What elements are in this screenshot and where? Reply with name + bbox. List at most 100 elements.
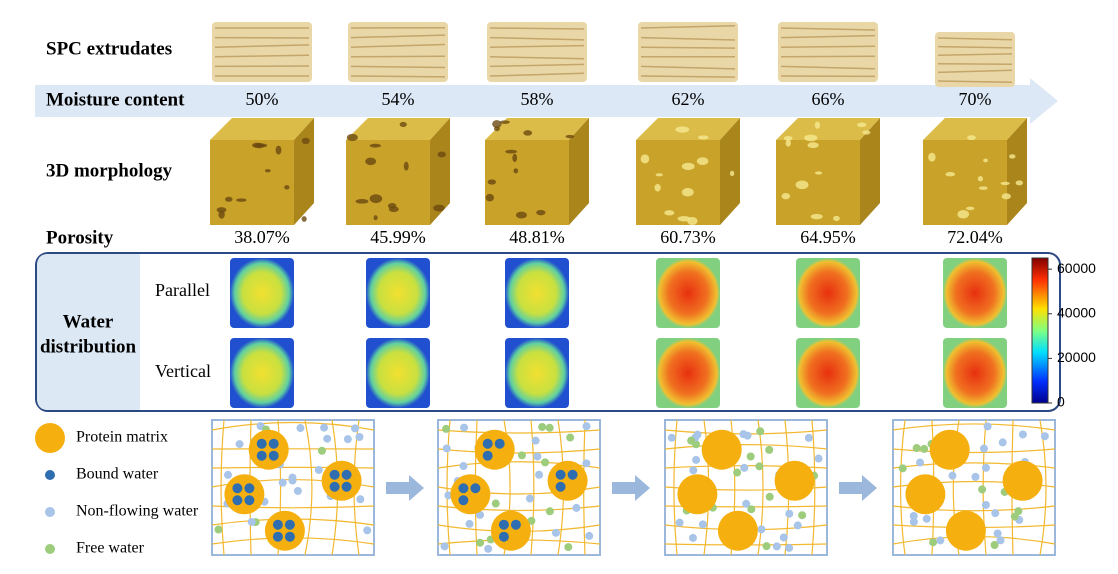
extrudate-fiber bbox=[489, 44, 585, 48]
water-map bbox=[366, 258, 430, 328]
water-dot bbox=[983, 422, 992, 431]
cube-pore bbox=[983, 158, 989, 163]
water-dot bbox=[948, 471, 957, 480]
colorbar-label: 20000 bbox=[1057, 349, 1096, 365]
flow-arrow bbox=[386, 475, 424, 501]
legend-label: Bound water bbox=[76, 466, 159, 483]
cube-pore bbox=[804, 134, 818, 142]
cube-front bbox=[636, 140, 720, 225]
cube-pore bbox=[485, 193, 495, 202]
bound-water bbox=[329, 481, 340, 492]
porosity-value: 45.99% bbox=[370, 227, 426, 247]
cube-pore bbox=[373, 215, 378, 221]
cube-pore bbox=[655, 173, 663, 177]
colorbar-label: 60000 bbox=[1057, 260, 1096, 276]
water-dot bbox=[1040, 432, 1049, 441]
water-dot bbox=[585, 531, 594, 540]
water-dot bbox=[314, 465, 323, 474]
water-dot bbox=[538, 422, 547, 431]
water-dot bbox=[582, 422, 591, 431]
cube-pore bbox=[1009, 154, 1016, 159]
water-dot bbox=[688, 533, 697, 542]
cube-side bbox=[294, 118, 314, 225]
cube-pore bbox=[795, 180, 809, 190]
bound-water bbox=[567, 469, 578, 480]
water-dot bbox=[533, 452, 542, 461]
water-map bbox=[796, 338, 860, 408]
colorbar-label: 40000 bbox=[1057, 304, 1096, 320]
water-dot bbox=[979, 444, 988, 453]
bound-water bbox=[272, 531, 283, 542]
water-dot bbox=[991, 509, 1000, 518]
extrudate-fiber bbox=[780, 45, 876, 48]
extrudate-fiber bbox=[937, 53, 1013, 56]
cube-top bbox=[776, 118, 880, 140]
extrudate-fiber bbox=[350, 34, 446, 39]
water-dot bbox=[804, 433, 813, 442]
water-dot bbox=[296, 424, 305, 433]
extrudate-fiber bbox=[489, 27, 585, 30]
water-dot bbox=[582, 459, 591, 468]
water-dot bbox=[551, 528, 560, 537]
water-dot bbox=[785, 509, 794, 518]
water-dot bbox=[224, 470, 233, 479]
cube-pore bbox=[965, 206, 975, 211]
water-dot bbox=[459, 462, 468, 471]
matrix-fiber bbox=[530, 419, 535, 556]
water-title: distribution bbox=[40, 336, 137, 357]
water-dot bbox=[747, 505, 756, 514]
water-dot bbox=[442, 424, 451, 433]
cube-pore bbox=[236, 198, 247, 202]
extrudate bbox=[487, 22, 587, 82]
water-dot bbox=[936, 536, 945, 545]
orientation-label: Parallel bbox=[155, 280, 210, 300]
cube-pore bbox=[492, 120, 502, 129]
cube-pore bbox=[216, 207, 227, 213]
extrudate bbox=[778, 22, 878, 82]
cube-pore bbox=[1000, 181, 1010, 186]
cube-pore bbox=[346, 133, 358, 142]
water-map bbox=[505, 258, 569, 328]
cube-pore bbox=[1015, 180, 1023, 186]
cube-pore bbox=[807, 142, 819, 149]
bound-water bbox=[272, 519, 283, 530]
cube-pore bbox=[729, 170, 735, 177]
water-dot bbox=[746, 452, 755, 461]
water-map bbox=[943, 258, 1007, 328]
extrudate bbox=[638, 22, 738, 82]
cube-front bbox=[485, 140, 569, 225]
water-dot bbox=[916, 458, 925, 467]
water-dot bbox=[541, 458, 550, 467]
extrudate-fiber bbox=[489, 36, 585, 41]
bound-water bbox=[256, 450, 267, 461]
cube-pore bbox=[399, 121, 407, 127]
water-dot bbox=[756, 427, 765, 436]
moisture-value: 50% bbox=[246, 89, 279, 109]
extrudate bbox=[348, 22, 448, 82]
water-map bbox=[656, 258, 720, 328]
water-dot bbox=[355, 432, 364, 441]
cube-top bbox=[210, 118, 314, 140]
matrix-fiber bbox=[664, 444, 828, 450]
cube-pore bbox=[388, 206, 399, 213]
colorbar bbox=[1031, 257, 1049, 404]
cube-pore bbox=[833, 215, 840, 222]
extrudate bbox=[212, 22, 312, 82]
water-dot bbox=[323, 434, 332, 443]
moisture-value: 62% bbox=[672, 89, 705, 109]
water-dot bbox=[740, 463, 749, 472]
extrudate-fiber bbox=[214, 44, 310, 48]
water-dot bbox=[545, 423, 554, 432]
protein-matrix bbox=[774, 460, 815, 501]
water-dot bbox=[698, 520, 707, 529]
extrudate-fiber bbox=[937, 69, 1013, 74]
water-dot bbox=[235, 440, 244, 449]
water-dot bbox=[912, 444, 921, 453]
protein-matrix bbox=[945, 510, 986, 551]
water-dot bbox=[667, 433, 676, 442]
cube-pore bbox=[505, 149, 518, 154]
bound-water bbox=[232, 483, 243, 494]
bound-water bbox=[256, 438, 267, 449]
water-dot bbox=[572, 503, 581, 512]
water-dot bbox=[343, 435, 352, 444]
